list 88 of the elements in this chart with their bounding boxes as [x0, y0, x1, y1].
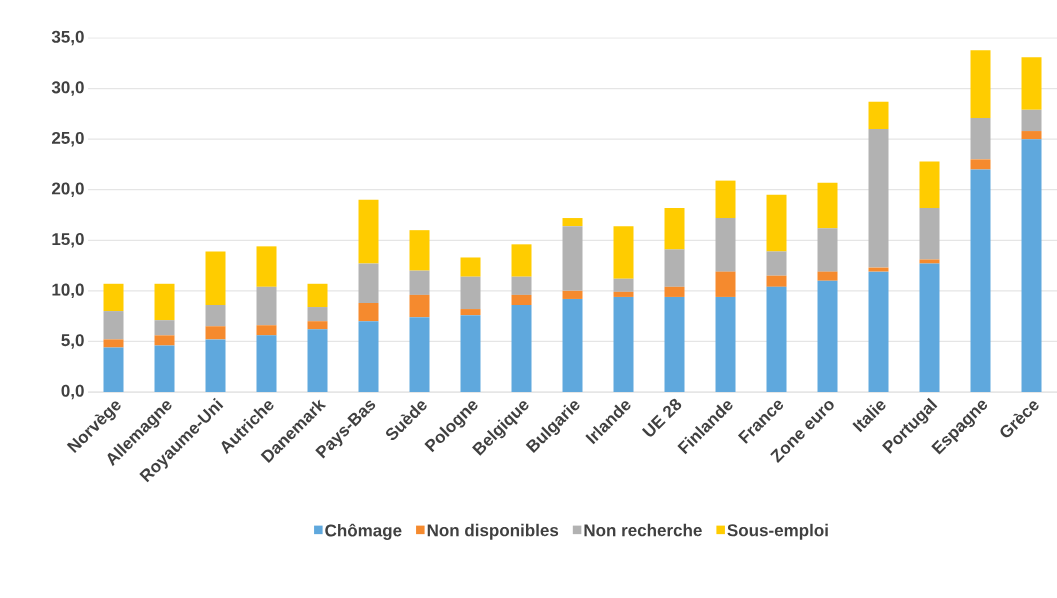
bar: [562, 290, 583, 299]
bar: [358, 321, 379, 392]
bar: [205, 305, 226, 327]
bar: [103, 283, 124, 312]
bar: [817, 182, 838, 229]
bar: [664, 207, 685, 250]
legend-label: Chômage: [325, 523, 402, 540]
bar: [817, 271, 838, 281]
bar: [970, 169, 991, 392]
legend-label: Non disponibles: [427, 523, 559, 540]
bar: [664, 296, 685, 392]
bar: [409, 294, 430, 318]
bar: [868, 267, 889, 272]
bar: [919, 161, 940, 208]
y-tick-label: 30,0: [51, 81, 84, 96]
y-tick-label: 10,0: [52, 283, 84, 299]
bar: [511, 294, 532, 306]
bar: [919, 207, 940, 260]
bar: [460, 309, 481, 316]
bar: [817, 280, 838, 392]
bar: [613, 278, 634, 292]
bar: [613, 226, 634, 279]
bar: [103, 339, 124, 348]
bar: [154, 283, 175, 321]
bar: [715, 271, 736, 297]
bar: [307, 307, 328, 322]
bar: [409, 317, 430, 392]
bar: [664, 249, 685, 287]
bar: [205, 251, 226, 306]
bar: [1021, 109, 1042, 132]
bar: [205, 339, 226, 392]
bar: [613, 296, 634, 392]
bar: [154, 320, 175, 336]
bar: [511, 305, 532, 392]
bar: [460, 276, 481, 310]
bar: [103, 347, 124, 392]
bar: [715, 180, 736, 219]
bar: [307, 321, 328, 330]
bar: [460, 315, 481, 392]
bar: [817, 228, 838, 272]
bar: [256, 325, 277, 336]
bar: [715, 218, 736, 272]
bar: [919, 259, 940, 264]
bar: [664, 286, 685, 297]
legend-label: Non recherche: [584, 523, 702, 537]
y-tick-label: 25,0: [51, 131, 84, 147]
bar: [970, 117, 991, 160]
y-tick-label: 15,0: [52, 233, 84, 248]
bar: [460, 257, 481, 277]
bar: [970, 159, 991, 170]
bar: [766, 286, 787, 392]
bar: [613, 291, 634, 297]
bar: [358, 263, 379, 303]
bar: [970, 50, 991, 118]
bar: [409, 270, 430, 295]
bar: [511, 276, 532, 295]
bar: [154, 345, 175, 392]
bar: [868, 129, 889, 268]
bar: [868, 101, 889, 130]
bar: [409, 230, 430, 271]
bar: [766, 251, 787, 276]
bar: [511, 244, 532, 277]
bar: [919, 263, 940, 392]
bar: [205, 326, 226, 340]
y-tick-label: 0,0: [61, 384, 84, 400]
bar: [154, 335, 175, 346]
bar: [256, 286, 277, 326]
bar: [715, 296, 736, 392]
bar: [256, 246, 277, 287]
bar: [1021, 131, 1042, 140]
y-tick-label: 20,0: [51, 182, 84, 197]
bar: [256, 335, 277, 392]
legend-label: Sous-emploi: [727, 523, 828, 540]
bar: [766, 275, 787, 287]
bar: [868, 271, 889, 392]
bar: [1021, 139, 1042, 392]
bar: [103, 311, 124, 340]
y-tick-label: 5,0: [61, 334, 84, 349]
y-tick-label: 35,0: [51, 30, 84, 46]
bar: [766, 194, 787, 252]
bar: [1021, 57, 1042, 110]
bar: [307, 283, 328, 308]
bar: [307, 329, 328, 392]
bar: [562, 298, 583, 392]
bar: [562, 226, 583, 291]
bar: [358, 302, 379, 322]
bar: [562, 218, 583, 227]
bar: [358, 199, 379, 264]
